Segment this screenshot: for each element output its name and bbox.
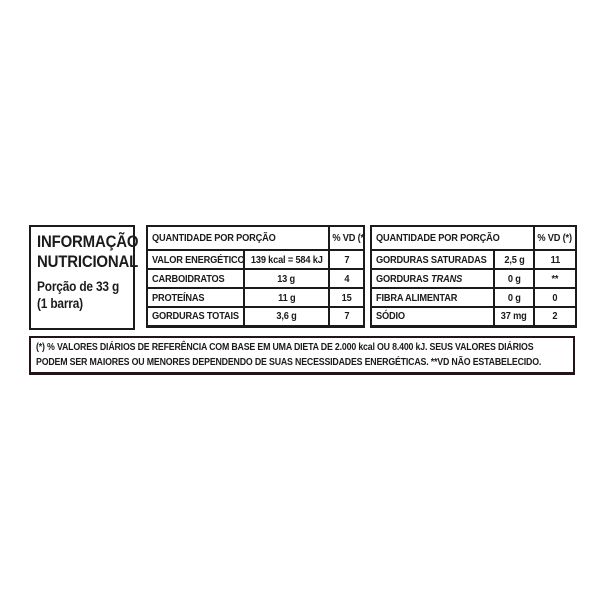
nutrient-vd: 7	[328, 249, 366, 270]
table-header-row: QUANTIDADE POR PORÇÃO % VD (*)	[145, 225, 366, 251]
footnote-line-1: (*) % VALORES DIÁRIOS DE REFERÊNCIA COM …	[36, 342, 534, 353]
nutrient-value: 2,5 g	[492, 249, 536, 270]
table-row: GORDURAS TRANS 0 g **	[370, 268, 578, 289]
nutrition-title-box: INFORMAÇÃO NUTRICIONAL Porção de 33 g (1…	[29, 225, 138, 330]
title-line-1: INFORMAÇÃO	[37, 232, 139, 251]
nutrient-value: 13 g	[242, 268, 331, 289]
column-header-quantity: QUANTIDADE POR PORÇÃO	[145, 225, 331, 251]
nutrient-value: 0 g	[492, 268, 536, 289]
nutrient-vd: 15	[328, 287, 366, 308]
table-row: PROTEÍNAS 11 g 15	[146, 287, 366, 308]
portion-unit: (1 barra)	[37, 296, 83, 311]
nutrient-vd: 4	[328, 268, 366, 289]
nutrient-label: VALOR ENERGÉTICO	[146, 249, 245, 270]
table-row: VALOR ENERGÉTICO 139 kcal = 584 kJ 7	[146, 249, 366, 270]
nutrient-vd: 2	[533, 306, 578, 327]
nutrient-label: PROTEÍNAS	[146, 287, 245, 308]
nutrient-value: 139 kcal = 584 kJ	[242, 249, 331, 270]
column-header-vd: % VD (*)	[328, 225, 366, 251]
portion-info: Porção de 33 g (1 barra)	[37, 278, 133, 312]
table-row: CARBOIDRATOS 13 g 4	[146, 268, 366, 289]
nutrient-label: SÓDIO	[370, 306, 495, 327]
daily-values-footnote: (*) % VALORES DIÁRIOS DE REFERÊNCIA COM …	[29, 336, 575, 375]
nutrient-vd: 11	[533, 249, 578, 270]
nutrient-table-secondary: QUANTIDADE POR PORÇÃO % VD (*) GORDURAS …	[369, 225, 578, 328]
nutrient-value: 37 mg	[492, 306, 536, 327]
footnote-line-2: PODEM SER MAIORES OU MENORES DEPENDENDO …	[36, 357, 542, 368]
nutrient-vd: **	[533, 268, 578, 289]
table-row: SÓDIO 37 mg 2	[370, 306, 578, 327]
nutrient-value: 3,6 g	[242, 306, 331, 327]
title-line-2: NUTRICIONAL	[37, 252, 139, 271]
table-header-row: QUANTIDADE POR PORÇÃO % VD (*)	[369, 225, 578, 251]
table-row: FIBRA ALIMENTAR 0 g 0	[370, 287, 578, 308]
column-header-vd: % VD (*)	[533, 225, 578, 251]
portion-size: Porção de 33 g	[37, 279, 120, 294]
nutrient-vd: 7	[328, 306, 366, 327]
table-row: GORDURAS SATURADAS 2,5 g 11	[370, 249, 578, 270]
nutrient-label: CARBOIDRATOS	[146, 268, 245, 289]
nutrient-label: GORDURAS TRANS	[370, 268, 495, 289]
nutrient-label: GORDURAS SATURADAS	[370, 249, 495, 270]
nutrient-vd: 0	[533, 287, 578, 308]
nutrient-label: FIBRA ALIMENTAR	[370, 287, 495, 308]
nutrient-table-main: QUANTIDADE POR PORÇÃO % VD (*) VALOR ENE…	[145, 225, 366, 328]
nutrient-value: 0 g	[492, 287, 536, 308]
table-row: GORDURAS TOTAIS 3,6 g 7	[146, 306, 366, 327]
nutrient-label: GORDURAS TOTAIS	[146, 306, 245, 327]
nutrient-value: 11 g	[242, 287, 331, 308]
nutrition-label: INFORMAÇÃO NUTRICIONAL Porção de 33 g (1…	[29, 225, 578, 375]
nutrition-title: INFORMAÇÃO NUTRICIONAL	[37, 232, 138, 272]
column-header-quantity: QUANTIDADE POR PORÇÃO	[369, 225, 536, 251]
